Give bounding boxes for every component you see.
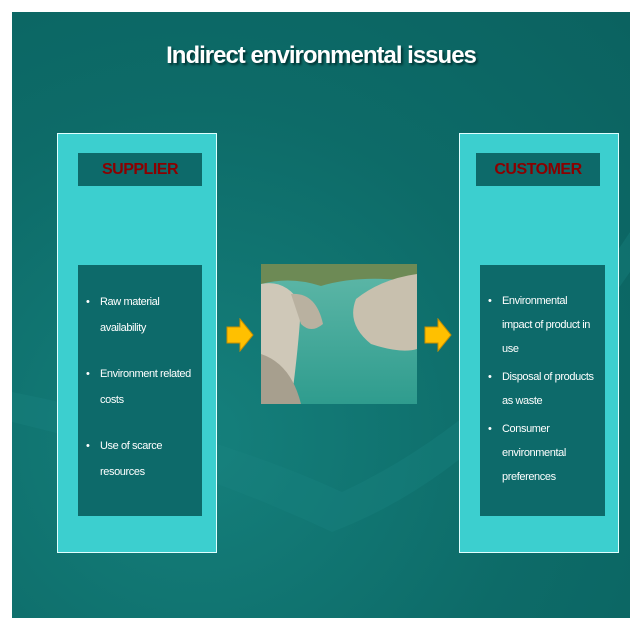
river-photo	[261, 264, 417, 404]
bullet: Use of scarce resources	[78, 433, 202, 485]
supplier-list: Raw material availability Environment re…	[78, 265, 202, 516]
slide-title: Indirect environmental issues	[12, 42, 630, 70]
bullet: Environment related costs	[78, 361, 202, 413]
bullet: Raw material availability	[78, 289, 202, 341]
bullet: Environmental impact of product in use	[480, 289, 605, 361]
arrow	[226, 318, 254, 352]
bullet: Disposal of products as waste	[480, 365, 605, 413]
customer-list: Environmental impact of product in use D…	[480, 265, 605, 516]
arrow	[424, 318, 452, 352]
customer-panel: CUSTOMER Environmental impact of product…	[459, 133, 619, 553]
supplier-heading: SUPPLIER	[78, 153, 202, 186]
customer-heading: CUSTOMER	[476, 153, 600, 186]
page: Indirect environmental issues SUPPLIER R…	[0, 0, 640, 630]
bullet: Consumer environmental preferences	[480, 417, 605, 489]
supplier-panel: SUPPLIER Raw material availability Envir…	[57, 133, 217, 553]
slide: Indirect environmental issues SUPPLIER R…	[12, 12, 630, 618]
